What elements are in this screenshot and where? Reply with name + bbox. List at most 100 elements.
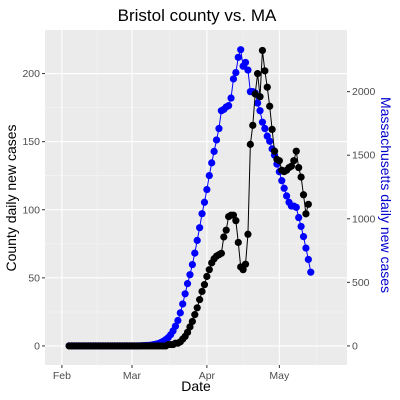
x-tick-label: Apr [199, 370, 216, 382]
state-point [292, 203, 300, 211]
left-tick-label: 200 [22, 68, 40, 80]
county-point [239, 266, 247, 274]
county-point [266, 102, 274, 110]
state-point [198, 210, 206, 218]
state-point [196, 224, 204, 232]
county-point [246, 140, 254, 148]
county-point [234, 238, 242, 247]
state-point [225, 102, 233, 110]
state-point [171, 322, 180, 330]
county-series [65, 46, 312, 350]
state-point [203, 185, 211, 194]
state-point [261, 124, 269, 133]
left-tick-label: 0 [34, 340, 40, 352]
left-tick-label: 150 [22, 136, 40, 148]
state-point [254, 99, 262, 107]
state-point [200, 198, 209, 206]
state-point [241, 58, 250, 67]
left-tick-label: 100 [22, 204, 40, 216]
county-point [232, 217, 240, 225]
county-point [183, 328, 192, 336]
right-axis-label: Massachusetts daily new cases [378, 97, 394, 293]
left-y-axis: 0 50 100 150 200 [22, 68, 45, 352]
state-point [234, 53, 242, 61]
county-point [205, 266, 213, 274]
state-point [205, 171, 213, 180]
county-point [299, 191, 308, 199]
state-point [278, 177, 286, 185]
right-y-axis: 0 500 1000 1500 2000 [347, 86, 376, 352]
chart-title: Bristol county vs. MA [118, 6, 277, 25]
county-point [256, 93, 264, 101]
minor-gridlines [45, 30, 347, 365]
state-point [302, 244, 310, 252]
state-point [256, 107, 264, 115]
state-point [215, 124, 223, 133]
state-point [266, 137, 274, 145]
county-point [200, 281, 209, 289]
county-point [261, 67, 269, 75]
county-point [304, 200, 312, 208]
state-point [307, 268, 315, 276]
county-point [258, 46, 267, 55]
county-point [295, 163, 303, 172]
county-point [186, 323, 194, 331]
state-point [295, 213, 303, 222]
state-point [283, 192, 291, 200]
left-axis-label: County daily new cases [3, 124, 19, 271]
state-point [174, 316, 182, 325]
county-point [220, 233, 228, 241]
county-point [229, 211, 238, 219]
x-tick-label: Mar [123, 370, 142, 382]
state-point [183, 280, 192, 288]
left-tick-label: 50 [28, 272, 40, 284]
state-point [188, 260, 196, 269]
county-point [254, 69, 262, 78]
state-point [244, 66, 252, 74]
state-point [227, 94, 235, 102]
state-point [297, 222, 305, 231]
state-point [176, 309, 184, 317]
county-point [193, 304, 201, 312]
county-point [275, 157, 283, 165]
state-point [237, 46, 245, 54]
state-point [210, 147, 218, 156]
county-point [268, 125, 276, 134]
right-tick-label: 2000 [352, 86, 376, 98]
county-point [290, 157, 298, 165]
county-point [241, 260, 250, 268]
state-point [229, 75, 238, 83]
county-point [292, 147, 300, 155]
state-point [212, 136, 221, 144]
state-point [181, 290, 189, 298]
state-point [299, 232, 308, 241]
county-point [191, 311, 199, 319]
county-point [302, 210, 310, 218]
state-point [179, 300, 187, 308]
state-point [258, 118, 267, 126]
x-axis: Feb Mar Apr May [53, 365, 290, 382]
x-tick-label: Feb [53, 370, 71, 382]
county-point [287, 162, 296, 170]
county-point [188, 317, 196, 326]
state-point [304, 255, 312, 264]
right-tick-label: 500 [352, 277, 370, 289]
state-point [191, 249, 199, 257]
county-point [203, 272, 211, 281]
county-point [249, 121, 257, 129]
county-point [217, 249, 225, 257]
state-point [186, 271, 194, 279]
state-point [193, 236, 201, 245]
right-tick-label: 1000 [352, 213, 376, 225]
county-point [244, 230, 252, 238]
county-point [196, 296, 204, 304]
county-point [263, 83, 271, 91]
county-point [270, 147, 279, 155]
county-point [297, 173, 305, 181]
state-point [232, 68, 240, 77]
x-tick-label: May [269, 370, 290, 382]
county-point [198, 287, 206, 296]
right-tick-label: 0 [352, 340, 358, 352]
series-layer [65, 46, 315, 350]
